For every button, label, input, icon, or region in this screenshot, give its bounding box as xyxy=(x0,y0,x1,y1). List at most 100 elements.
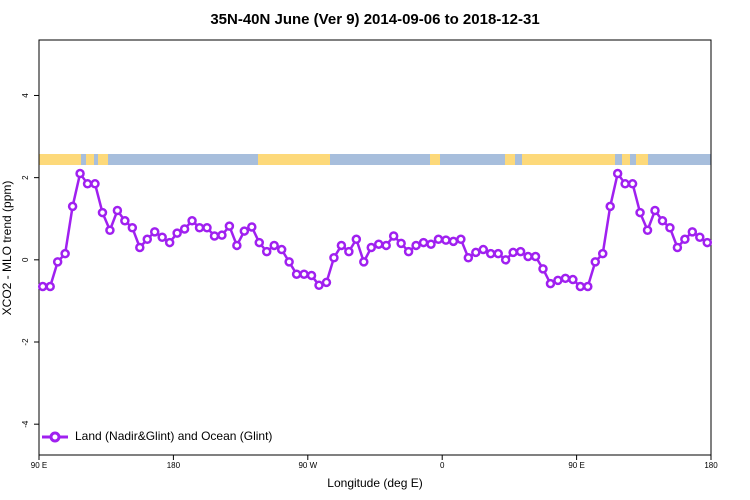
data-point xyxy=(179,224,190,234)
legend-marker xyxy=(49,431,61,443)
data-point xyxy=(642,225,653,235)
x-axis-label: Longitude (deg E) xyxy=(327,476,422,490)
data-point xyxy=(665,223,675,233)
data-point xyxy=(411,240,421,251)
data-point xyxy=(366,242,377,253)
data-point xyxy=(359,257,369,267)
data-point xyxy=(650,205,660,216)
data-point xyxy=(209,231,220,241)
data-point xyxy=(545,278,556,289)
y-tick-label: 2 xyxy=(21,175,30,180)
x-tick-label: 90 W xyxy=(298,461,317,470)
data-point xyxy=(515,246,526,257)
y-tick-label: -4 xyxy=(21,420,30,428)
data-point xyxy=(403,246,414,257)
x-tick-label: 90 E xyxy=(31,461,47,470)
x-tick-label: 0 xyxy=(440,461,445,470)
data-point xyxy=(680,234,690,245)
data-point xyxy=(45,281,55,292)
data-point xyxy=(120,216,130,226)
data-point xyxy=(448,236,459,247)
chart-title: 35N-40N June (Ver 9) 2014-09-06 to 2018-… xyxy=(210,11,539,28)
data-point xyxy=(239,226,250,236)
data-point xyxy=(590,257,601,267)
x-tick-label: 90 E xyxy=(568,461,584,470)
data-point xyxy=(299,269,309,279)
data-point xyxy=(217,230,227,240)
data-point xyxy=(306,270,317,281)
data-point xyxy=(97,207,108,218)
data-point xyxy=(396,238,406,249)
legend-label: Land (Nadir&Glint) and Ocean (Glint) xyxy=(75,429,272,443)
data-point xyxy=(329,253,339,263)
data-point xyxy=(463,253,474,263)
data-point xyxy=(135,242,145,253)
data-point xyxy=(37,281,48,292)
data-point xyxy=(381,240,391,251)
data-point xyxy=(620,179,630,189)
data-point xyxy=(127,223,138,233)
data-point xyxy=(291,269,302,279)
data-point xyxy=(314,280,324,291)
data-point xyxy=(90,179,100,189)
data-point xyxy=(426,239,436,249)
data-point xyxy=(75,168,85,179)
data-point xyxy=(388,231,399,241)
data-point xyxy=(702,237,713,248)
data-point xyxy=(627,179,638,189)
data-point xyxy=(269,240,279,251)
data-point xyxy=(373,239,384,249)
legend: Land (Nadir&Glint) and Ocean (Glint) xyxy=(42,429,272,443)
data-point xyxy=(164,237,175,248)
data-point xyxy=(612,168,623,179)
data-point xyxy=(672,242,683,253)
data-point xyxy=(60,248,70,259)
data-point xyxy=(224,221,235,231)
x-tick-label: 180 xyxy=(704,461,718,470)
plot-frame xyxy=(38,39,712,456)
data-point xyxy=(52,257,63,267)
data-point xyxy=(456,234,466,245)
data-point xyxy=(597,248,608,259)
data-point xyxy=(695,232,705,242)
series-line xyxy=(42,170,708,288)
data-point xyxy=(583,281,593,292)
data-point xyxy=(560,273,571,284)
data-point xyxy=(105,225,115,235)
data-point xyxy=(112,205,123,216)
data-point xyxy=(157,232,167,242)
data-point xyxy=(142,234,153,245)
data-point xyxy=(194,223,205,233)
data-point xyxy=(187,216,197,226)
data-point xyxy=(172,228,182,238)
data-point xyxy=(478,244,489,255)
data-point xyxy=(553,275,563,286)
data-point xyxy=(418,237,429,248)
data-point xyxy=(344,246,354,257)
data-point xyxy=(687,227,698,237)
data-point xyxy=(538,264,548,274)
data-point xyxy=(493,248,503,259)
data-point xyxy=(657,216,668,226)
y-tick-label: -2 xyxy=(21,338,30,346)
data-point xyxy=(67,201,78,212)
data-point xyxy=(336,240,347,251)
data-point xyxy=(530,251,541,262)
data-point xyxy=(351,234,362,245)
data-point xyxy=(202,223,212,233)
y-tick-label: 0 xyxy=(21,257,30,262)
data-point xyxy=(568,274,578,285)
data-point xyxy=(508,247,518,258)
data-point xyxy=(284,257,294,267)
data-point xyxy=(500,255,511,265)
data-point xyxy=(485,248,496,259)
data-point xyxy=(471,247,481,258)
x-tick-label: 180 xyxy=(167,461,181,470)
data-point xyxy=(261,246,272,257)
data-point xyxy=(82,179,93,189)
data-point xyxy=(247,222,257,232)
data-point xyxy=(321,277,332,288)
data-point xyxy=(232,240,242,251)
y-tick-label: 4 xyxy=(21,93,30,98)
data-point xyxy=(605,201,615,212)
